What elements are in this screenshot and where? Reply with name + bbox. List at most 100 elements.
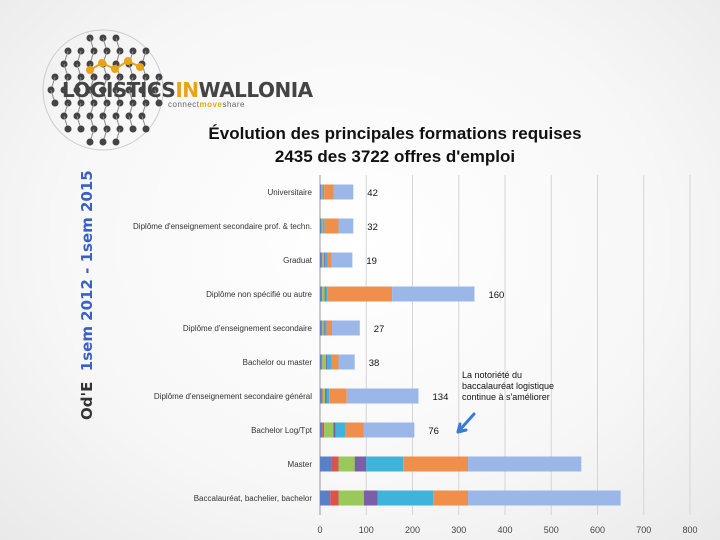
bar-segment: [338, 490, 364, 506]
annotation-text: La notoriété du: [462, 370, 522, 380]
bar-segment: [326, 354, 332, 370]
bar-segment: [392, 286, 475, 302]
category-label: Diplôme d'enseignement secondaire: [183, 324, 313, 333]
bar-segment: [325, 388, 327, 404]
bar-segment: [322, 286, 325, 302]
category-label: Diplôme d'enseignement secondaire généra…: [154, 392, 312, 401]
category-label: Diplôme non spécifié ou autre: [206, 290, 312, 299]
x-tick-label: 200: [405, 525, 420, 535]
data-label: 32: [367, 222, 378, 233]
x-tick-label: 100: [359, 525, 374, 535]
bar-segment: [322, 252, 325, 268]
category-label: Universitaire: [268, 188, 313, 197]
bar-segment: [327, 252, 332, 268]
bar-segment: [326, 388, 330, 404]
chart-title: Évolution des principales formations req…: [208, 124, 582, 143]
bar-segment: [322, 422, 325, 438]
bar-segment: [366, 456, 404, 472]
bar-segment: [320, 354, 322, 370]
bar-segment: [363, 422, 415, 438]
bar-segment: [321, 320, 323, 336]
bar-segment: [331, 354, 339, 370]
bar-segment: [354, 456, 367, 472]
bar-segment: [363, 490, 378, 506]
bar-segment: [322, 388, 326, 404]
bar-segment: [433, 490, 468, 506]
bar-segment: [324, 218, 339, 234]
bar-segment: [322, 320, 324, 336]
bar-segment: [377, 490, 434, 506]
bar-segment: [320, 456, 332, 472]
logo-wordmark: LOGISTICSINWALLONIA: [62, 78, 313, 102]
logo-globe-icon: [42, 29, 164, 151]
data-label: 42: [367, 188, 378, 199]
bar-segment: [324, 320, 327, 336]
bar-segment: [338, 456, 355, 472]
x-tick-label: 600: [590, 525, 605, 535]
bar-segment: [403, 456, 468, 472]
category-label: Baccalauréat, bachelier, bachelor: [194, 494, 313, 503]
bar-segment: [321, 286, 323, 302]
bar-segment: [344, 422, 364, 438]
bar-segment: [324, 252, 326, 268]
annotation-arrow-icon: [456, 412, 476, 434]
bar-segment: [323, 320, 325, 336]
bar-segment: [324, 286, 326, 302]
category-label: Bachelor ou master: [243, 358, 313, 367]
x-tick-label: 300: [451, 525, 466, 535]
bar-segment: [326, 354, 327, 370]
logo: [40, 25, 280, 155]
bar-segment: [321, 252, 323, 268]
bar-segment: [321, 218, 323, 234]
category-label: Diplôme d'enseignement secondaire prof. …: [133, 222, 312, 231]
bar-segment: [320, 252, 322, 268]
bar-segment: [321, 388, 323, 404]
bar-segment: [333, 422, 336, 438]
x-tick-label: 700: [636, 525, 651, 535]
data-label: 38: [369, 358, 380, 369]
data-label: 27: [374, 324, 385, 335]
bar-segment: [321, 354, 323, 370]
bar-segment: [321, 184, 323, 200]
bar-segment: [320, 286, 322, 302]
bar-segment: [333, 184, 354, 200]
bar-segment: [325, 252, 328, 268]
logo-tagline: connectmoveshare: [168, 100, 245, 109]
bar-segment: [468, 456, 582, 472]
bar-segment: [325, 286, 328, 302]
data-label: 76: [428, 426, 439, 437]
bar-segment: [322, 354, 327, 370]
chart-subtitle: 2435 des 3722 offres d'emploi: [274, 147, 516, 166]
bar-segment: [331, 456, 339, 472]
bar-segment: [468, 490, 621, 506]
category-label: Graduat: [283, 256, 313, 265]
bar-segment: [320, 218, 322, 234]
data-label: 160: [488, 290, 504, 301]
category-label: Bachelor Log/Tpt: [251, 426, 313, 435]
bar-segment: [324, 184, 334, 200]
annotation-text: continue à s'améliorer: [462, 392, 550, 402]
bar-segment: [320, 184, 321, 200]
bar-segment: [335, 422, 345, 438]
bar-segment: [330, 490, 339, 506]
bar-segment: [327, 286, 393, 302]
bar-segment: [329, 388, 347, 404]
data-label: 19: [366, 256, 377, 267]
bar-segment: [322, 184, 325, 200]
bar-segment: [324, 422, 334, 438]
bar-segment: [320, 388, 322, 404]
bar-segment: [346, 388, 419, 404]
annotation-text: baccalauréat logistique: [462, 381, 554, 391]
data-label: 134: [433, 392, 449, 403]
bar-segment: [338, 354, 355, 370]
bar-segment: [320, 422, 323, 438]
bar-segment: [326, 320, 333, 336]
bar-segment: [320, 320, 322, 336]
bar-segment: [323, 218, 325, 234]
x-tick-label: 0: [317, 525, 322, 535]
bar-segment: [331, 252, 353, 268]
category-label: Master: [288, 460, 313, 469]
bar-segment: [332, 320, 360, 336]
x-tick-label: 400: [497, 525, 512, 535]
